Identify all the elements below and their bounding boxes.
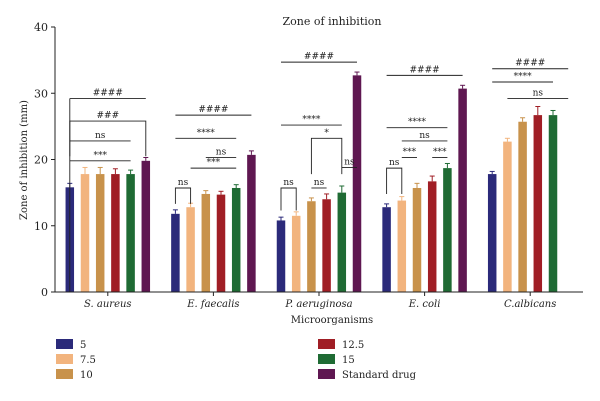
significance-label: ns: [389, 158, 400, 168]
significance-label: ns: [533, 89, 544, 99]
significance-label: ***: [403, 148, 417, 158]
x-tick-label: P. aeruginosa: [284, 299, 352, 310]
significance-bracket: [310, 137, 343, 175]
significance-label: ns: [419, 131, 430, 141]
legend-swatch: [56, 339, 73, 349]
significance-bracket: [69, 120, 147, 157]
legend: 5 7.5 10 12.5 15 Standard drug: [56, 339, 417, 381]
x-tick-label: C.albicans: [504, 299, 556, 310]
significance-bracket: [174, 187, 192, 204]
legend-swatch: [318, 369, 335, 379]
legend-label: 15: [342, 355, 355, 366]
bar: [171, 213, 180, 292]
bar: [352, 75, 362, 292]
y-axis-label: Zone of inhibition (mm): [19, 100, 30, 220]
significance-label: ns: [314, 178, 325, 188]
significance-label: ####: [93, 89, 123, 99]
bar: [548, 115, 558, 292]
y-tick-label: 40: [34, 21, 48, 34]
x-tick-label: E. coli: [408, 299, 441, 310]
significance-bracket: [280, 187, 297, 211]
legend-label: 10: [80, 370, 93, 381]
significance-bracket: [386, 167, 403, 194]
significance-label: ***: [207, 158, 221, 168]
significance-label: ***: [433, 148, 447, 158]
bar: [126, 174, 135, 292]
legend-label: 12.5: [342, 340, 364, 351]
y-tick-label: 20: [34, 154, 48, 167]
bars: [65, 71, 558, 292]
significance-label: *: [324, 128, 329, 138]
bar: [487, 174, 497, 292]
bar: [307, 201, 316, 292]
bar: [412, 187, 422, 292]
significance-annotations: #######ns***####****ns***ns####*****nsns…: [69, 52, 569, 292]
bar: [247, 154, 256, 292]
bar: [231, 187, 241, 292]
bar: [95, 174, 105, 292]
y-tick-label: 0: [41, 286, 48, 299]
legend-swatch: [56, 354, 73, 364]
bar: [458, 88, 467, 292]
x-tick-label: E. faecalis: [186, 299, 239, 310]
significance-label: ####: [304, 52, 334, 62]
y-tick-label: 10: [34, 220, 48, 233]
bar: [518, 121, 527, 292]
bar: [291, 215, 301, 292]
significance-label: ####: [198, 105, 228, 115]
y-tick-label: 30: [34, 87, 48, 100]
bar: [382, 207, 391, 292]
bar: [80, 174, 90, 292]
significance-label: ns: [344, 157, 355, 167]
x-axis-label: Microorganisms: [291, 315, 373, 326]
bar: [443, 168, 452, 292]
x-axis: S. aureus E. faecalis P. aeruginosa E. coli…: [55, 291, 583, 310]
y-axis: 0 10 20 30 40: [34, 21, 56, 299]
legend-swatch: [56, 369, 73, 379]
bar: [111, 174, 120, 292]
bar: [427, 181, 437, 292]
significance-label: ****: [514, 72, 533, 82]
significance-label: ****: [197, 128, 216, 138]
x-tick-label: S. aureus: [84, 299, 132, 310]
bar: [533, 115, 543, 292]
bar: [276, 220, 286, 292]
significance-label: ns: [178, 178, 189, 188]
legend-swatch: [318, 354, 335, 364]
bar: [337, 192, 347, 292]
legend-swatch: [318, 339, 335, 349]
bar: [186, 207, 195, 292]
bar: [397, 200, 407, 292]
chart-title: Zone of inhibition: [283, 15, 382, 28]
legend-label: Standard drug: [342, 370, 417, 381]
significance-label: ####: [410, 65, 440, 75]
significance-label: ###: [96, 111, 119, 121]
significance-label: ****: [302, 115, 321, 125]
significance-label: ****: [408, 118, 427, 128]
bar: [201, 193, 211, 292]
significance-label: ns: [216, 148, 227, 158]
bar: [216, 194, 226, 292]
bar: [322, 199, 331, 292]
significance-label: ns: [95, 131, 106, 141]
significance-label: ns: [283, 178, 294, 188]
bar: [503, 141, 512, 292]
bar: [141, 160, 151, 292]
legend-label: 7.5: [80, 355, 96, 366]
significance-label: ####: [515, 59, 545, 69]
legend-label: 5: [80, 340, 86, 351]
significance-label: ***: [93, 151, 107, 161]
